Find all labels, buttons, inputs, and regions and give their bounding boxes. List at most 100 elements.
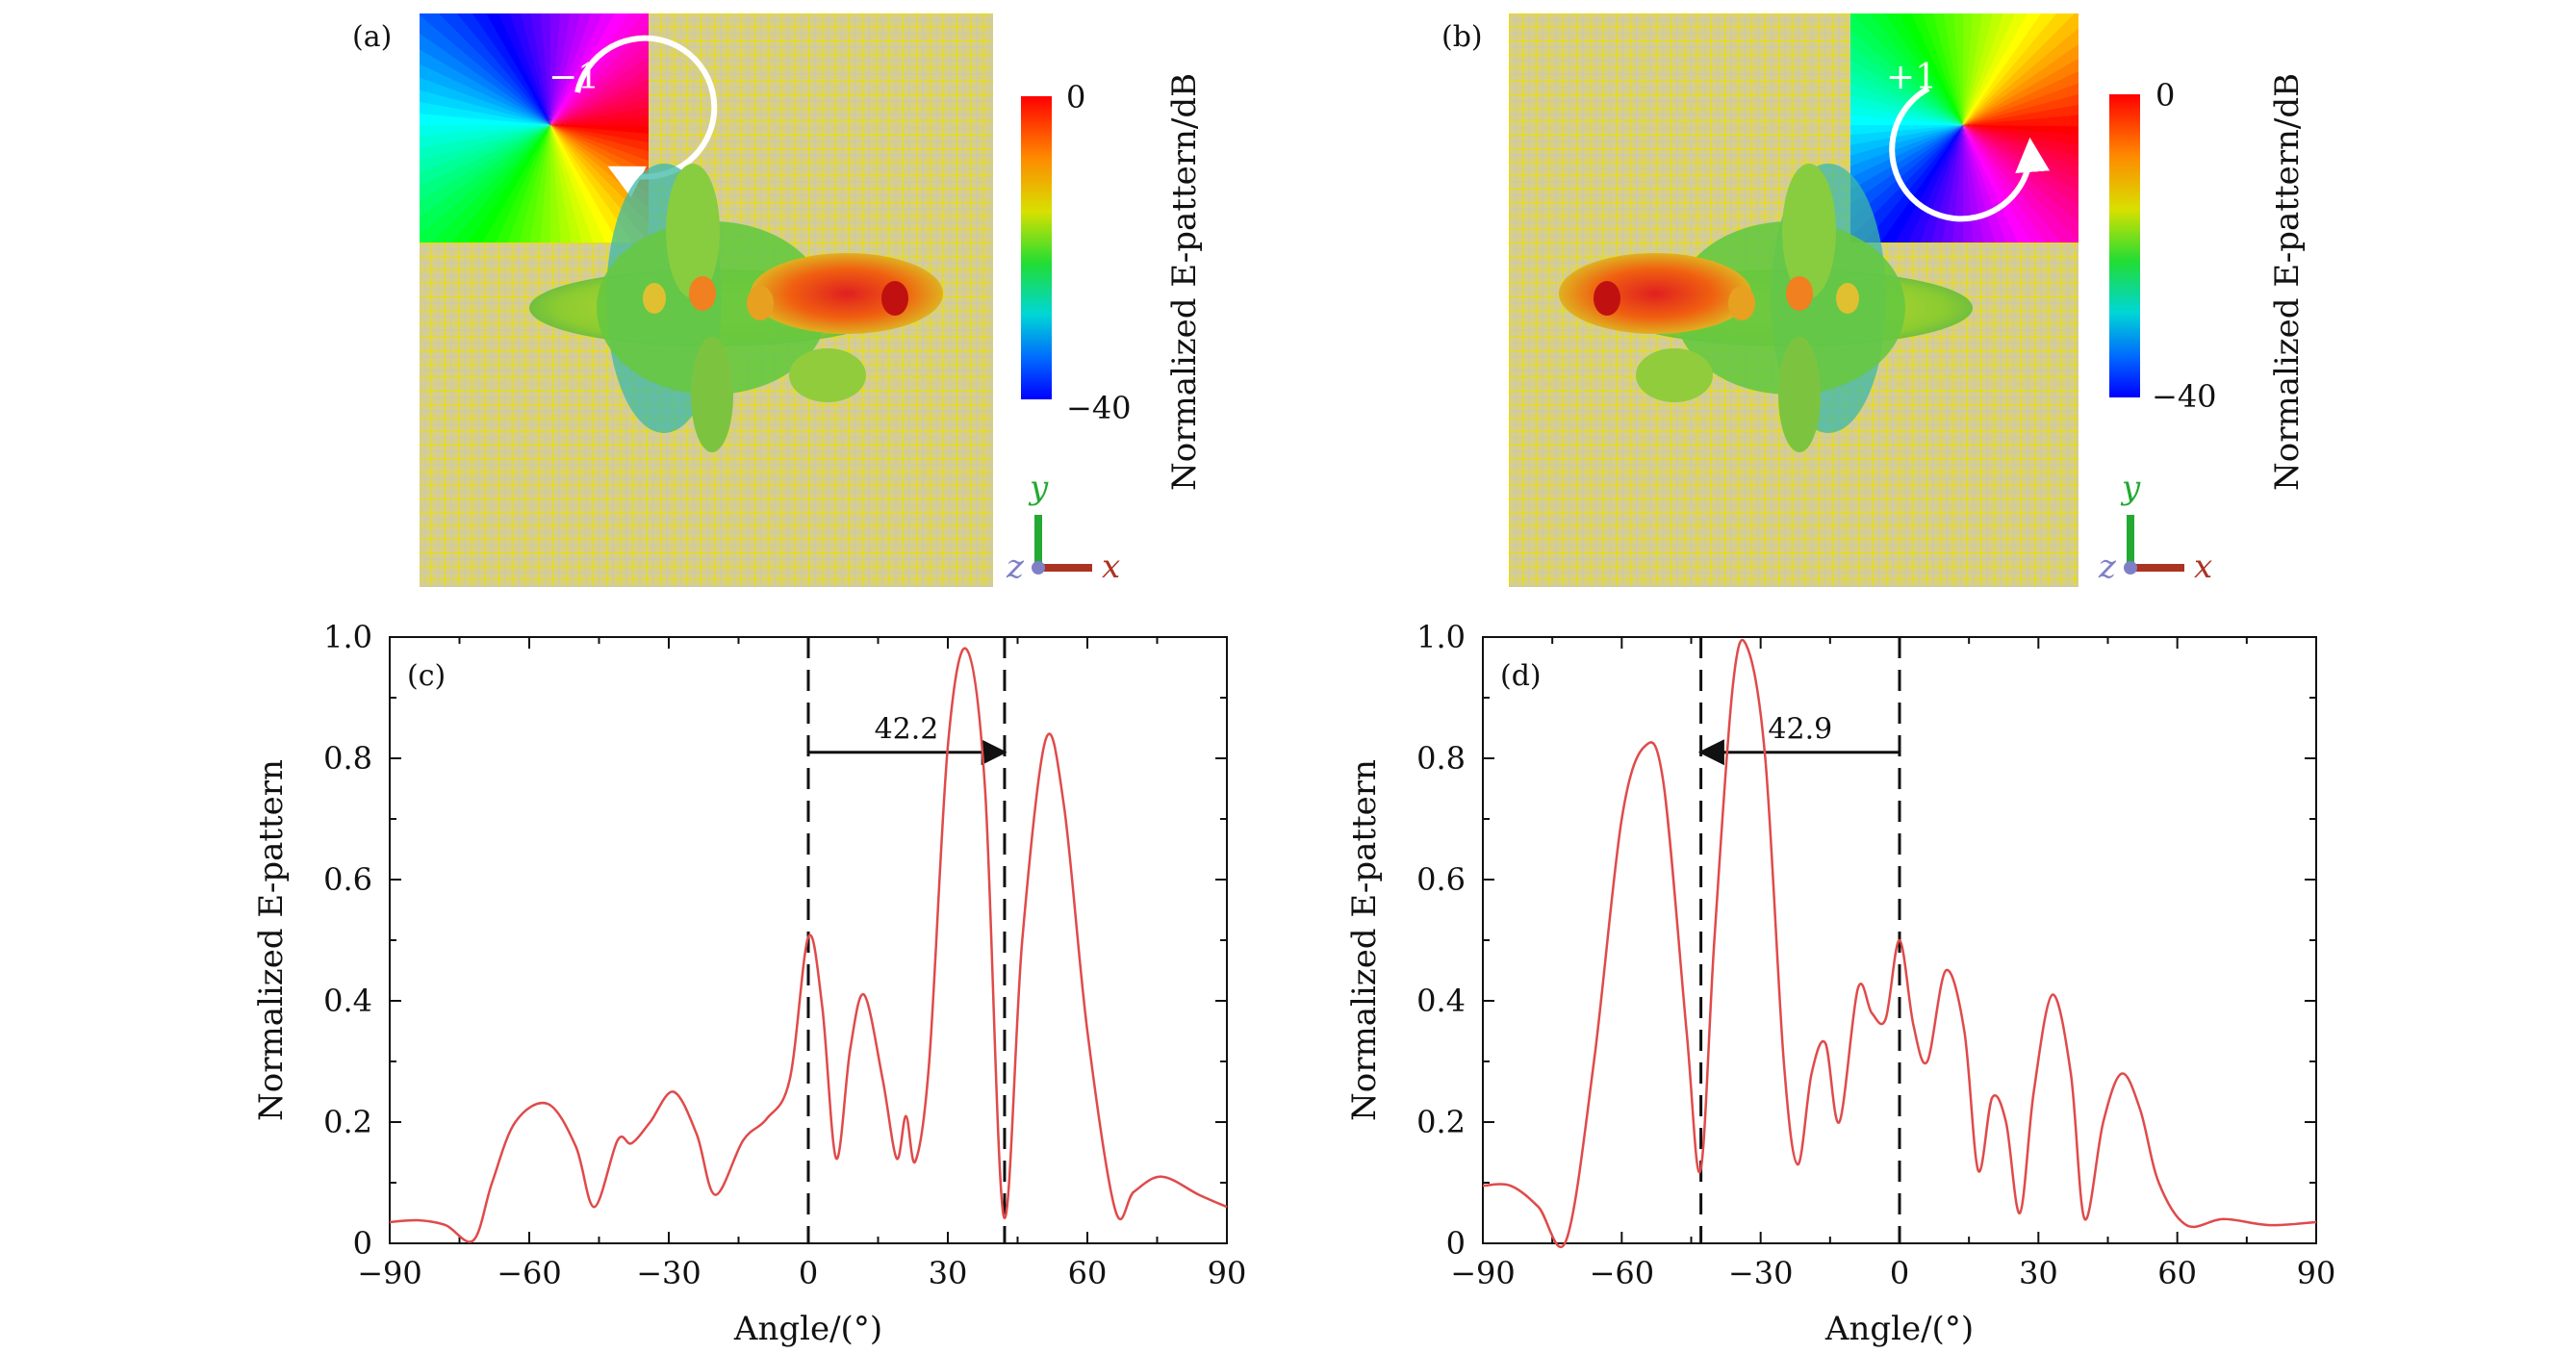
axis-y-label-b: y <box>2120 469 2141 507</box>
e-pattern-curve <box>1482 638 2317 1249</box>
panel-b: +1 (b) 0 −40 Normalized E-pattern/dB y x… <box>1441 13 2307 587</box>
phase-wedge <box>550 68 649 125</box>
y-tick-label: 1.0 <box>1416 619 1466 655</box>
x-tick-label: 60 <box>2157 1255 2197 1291</box>
y-tick-label: 0.8 <box>1416 740 1466 777</box>
x-tick-label: −30 <box>1728 1255 1794 1291</box>
x-tick-label: 30 <box>2019 1255 2058 1291</box>
phase-wedge <box>548 125 561 243</box>
x-tick-label: 30 <box>929 1255 968 1291</box>
y-tick-label: 0.2 <box>323 1104 372 1140</box>
panel-label: (c) <box>407 659 446 693</box>
phase-wedge <box>456 13 550 125</box>
axis-x-label-a: x <box>1102 548 1120 586</box>
colorbar-title-a: Normalized E-pattern/dB <box>1165 73 1204 491</box>
phase-wedge <box>1869 13 1963 125</box>
panel-a: −1 (a) 0 −40 Normalized E-pattern/dB y <box>352 13 1204 587</box>
e-pattern-curve <box>389 647 1228 1243</box>
phase-wedge <box>1963 104 2079 125</box>
x-tick-label: −60 <box>497 1255 562 1291</box>
phase-wedge <box>550 79 649 125</box>
phase-wedge <box>1963 125 2031 243</box>
axes-triad-a: y x z <box>1006 469 1120 586</box>
colorbar-title-b: Normalized E-pattern/dB <box>2268 73 2307 491</box>
x-tick-label: −90 <box>1450 1255 1516 1291</box>
phase-wedge <box>550 125 594 243</box>
phase-wedge <box>1963 13 1984 125</box>
phase-wedge <box>550 56 649 125</box>
axes-triad-b: y x z <box>2098 469 2212 586</box>
phase-wedge <box>1963 125 2046 243</box>
phase-wedge <box>1850 125 1963 243</box>
phase-wedge <box>1951 125 1963 243</box>
panel-label: (d) <box>1500 659 1542 693</box>
x-tick-label: −60 <box>1590 1255 1655 1291</box>
phase-wedge <box>1961 125 1974 243</box>
colorbar-max-a: 0 <box>1066 79 1085 115</box>
axis-x-label-b: x <box>2194 548 2212 586</box>
x-axis-label: Angle/(°) <box>733 1310 882 1348</box>
phase-wedge <box>550 108 649 125</box>
phase-wedge <box>1851 13 1963 125</box>
phase-wedge <box>420 125 550 148</box>
phase-wedge <box>1963 13 2079 125</box>
phase-wedge <box>540 13 552 125</box>
phase-wedge <box>1850 125 1963 191</box>
y-tick-label: 0.8 <box>323 740 372 777</box>
phase-wedge <box>1850 123 1963 136</box>
axis-z-label-a: z <box>1006 548 1025 586</box>
colorbar-b <box>2109 94 2140 397</box>
phase-wedge <box>1850 125 1963 166</box>
colorbar-min-a: −40 <box>1066 390 1132 426</box>
phase-wedge <box>1850 13 1963 125</box>
y-tick-label: 0 <box>353 1225 372 1262</box>
phase-wedge <box>1884 13 1963 125</box>
panel-label-b: (b) <box>1441 20 1483 54</box>
phase-wedge <box>420 123 550 137</box>
phase-wedge <box>509 13 550 125</box>
phase-wedge <box>550 89 649 125</box>
phase-wedge <box>439 13 550 125</box>
y-tick-label: 0.6 <box>1416 861 1466 898</box>
phase-wedge <box>1963 13 1975 125</box>
x-tick-label: 60 <box>1068 1255 1108 1291</box>
y-tick-label: 0.4 <box>323 983 372 1019</box>
phase-wedge <box>497 13 550 125</box>
charge-label-a: −1 <box>548 58 599 97</box>
x-tick-label: 90 <box>2297 1255 2336 1291</box>
phase-wedge <box>420 112 550 125</box>
separation-label: 42.9 <box>1768 713 1832 747</box>
panel-label-a: (a) <box>352 20 392 54</box>
colorbar-max-b: 0 <box>2155 77 2175 114</box>
phase-wedge <box>550 125 572 243</box>
x-tick-label: 0 <box>1890 1255 1909 1291</box>
x-tick-label: 0 <box>799 1255 818 1291</box>
phase-wedge <box>550 116 649 127</box>
phase-wedge <box>420 125 550 187</box>
phase-wedge <box>1952 13 1965 125</box>
x-axis-label: Angle/(°) <box>1824 1310 1974 1348</box>
y-tick-label: 0.4 <box>1416 983 1466 1019</box>
phase-wedge <box>420 13 550 125</box>
phase-wedge <box>1963 125 2062 243</box>
phase-wedge <box>420 125 550 173</box>
axis-z-label-b: z <box>2098 548 2117 586</box>
chart-d: −90 −60 −30 0 30 60 90 0 0.2 0.4 0.6 0.8 1.0 Angle/(°… <box>1345 619 2335 1348</box>
phase-wedge <box>1850 125 1963 145</box>
phase-wedge <box>1963 83 2079 125</box>
phase-wedge <box>550 27 649 125</box>
phase-wedge <box>420 125 550 243</box>
chart-c: −90 −60 −30 0 30 60 90 0 0.2 0.4 0.6 0.8 1.0 Angle/(°… <box>252 619 1246 1348</box>
y-axis-label: Normalized E-pattern <box>252 759 291 1121</box>
y-axis-label: Normalized E-pattern <box>1345 759 1384 1121</box>
x-tick-label: −90 <box>357 1255 422 1291</box>
phase-wedge <box>1850 125 1963 220</box>
radiation-pattern-b <box>1559 164 1973 452</box>
rotation-arrow-b <box>1889 86 2051 222</box>
phase-inset-b: +1 <box>1850 13 2079 243</box>
phase-wedge <box>1943 13 1963 125</box>
colorbar-a <box>1021 96 1052 399</box>
y-tick-label: 0 <box>1446 1225 1466 1262</box>
axis-y-label-a: y <box>1028 469 1049 507</box>
phase-wedge <box>420 125 550 236</box>
